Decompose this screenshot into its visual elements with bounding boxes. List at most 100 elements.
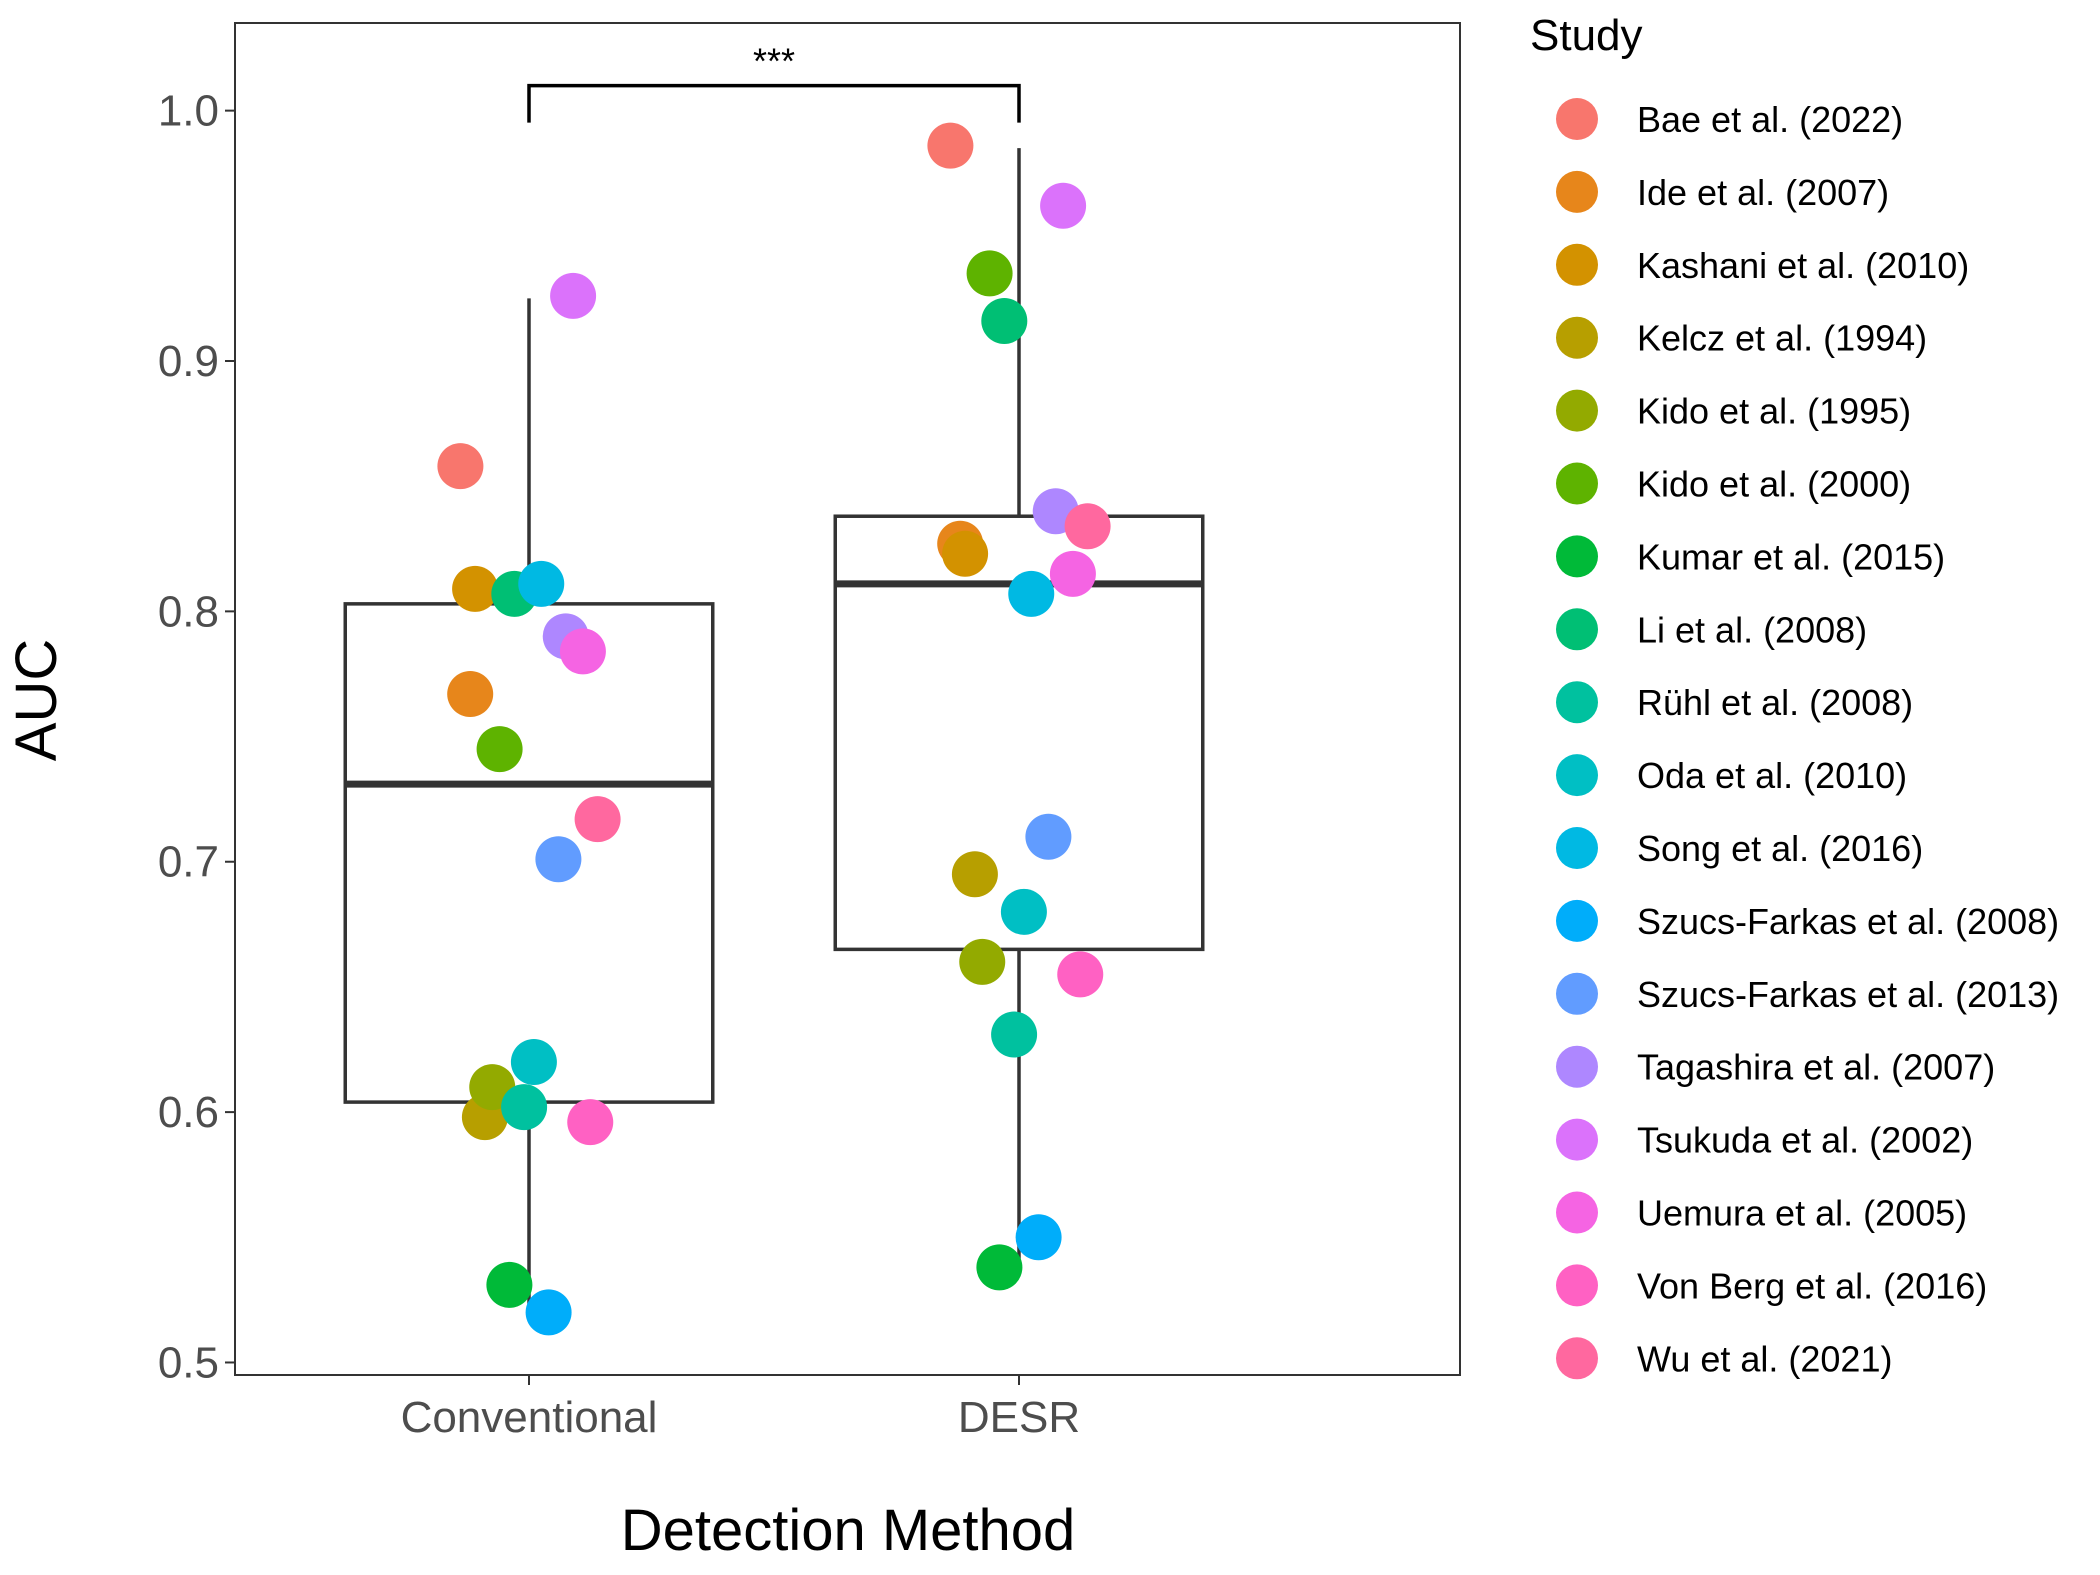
- legend-swatch: [1556, 1337, 1598, 1380]
- legend-label: Bae et al. (2022): [1637, 99, 1903, 140]
- data-point: [525, 1289, 572, 1336]
- data-point: [1008, 570, 1055, 617]
- data-point: [510, 1039, 557, 1086]
- legend-item: Oda et al. (2010): [1556, 754, 1907, 797]
- data-point: [942, 530, 989, 577]
- legend-swatch: [1556, 754, 1598, 797]
- x-tick-label: Conventional: [401, 1393, 658, 1442]
- box-conventional: [343, 298, 715, 1313]
- legend-item: Kelcz et al. (1994): [1556, 316, 1927, 359]
- legend-swatch: [1556, 462, 1598, 505]
- data-point: [1049, 550, 1096, 597]
- legend-swatch: [1556, 243, 1598, 286]
- legend-swatch: [1556, 1118, 1598, 1161]
- legend-item: Rühl et al. (2008): [1556, 681, 1913, 724]
- legend-item: Von Berg et al. (2016): [1556, 1264, 1987, 1307]
- legend-item: Bae et al. (2022): [1556, 98, 1903, 140]
- data-point: [559, 628, 606, 675]
- legend-label: Szucs-Farkas et al. (2013): [1637, 974, 2059, 1015]
- legend-swatch: [1556, 98, 1598, 140]
- legend-swatch: [1556, 681, 1598, 724]
- legend-label: Li et al. (2008): [1637, 609, 1867, 650]
- legend-label: Tsukuda et al. (2002): [1637, 1120, 1973, 1161]
- data-point: [452, 565, 499, 612]
- legend-item: Tagashira et al. (2007): [1556, 1045, 1995, 1088]
- y-tick-label: 0.5: [158, 1338, 219, 1387]
- legend-label: Szucs-Farkas et al. (2008): [1637, 901, 2059, 942]
- legend-item: Kashani et al. (2010): [1556, 243, 1969, 286]
- legend-swatch: [1556, 899, 1598, 942]
- legend-label: Wu et al. (2021): [1637, 1338, 1892, 1379]
- x-axis-title: Detection Method: [621, 1498, 1076, 1563]
- data-point: [437, 443, 484, 490]
- legend-label: Kelcz et al. (1994): [1637, 318, 1927, 359]
- legend-label: Von Berg et al. (2016): [1637, 1265, 1987, 1306]
- data-point: [1064, 503, 1111, 550]
- significance-label: ***: [753, 41, 795, 82]
- legend-swatch: [1556, 1045, 1598, 1088]
- legend-swatch: [1556, 1191, 1598, 1234]
- legend-label: Rühl et al. (2008): [1637, 682, 1913, 723]
- legend-label: Uemura et al. (2005): [1637, 1193, 1967, 1234]
- legend-label: Tagashira et al. (2007): [1637, 1047, 1995, 1088]
- plot-border: [234, 22, 1461, 1376]
- y-tick-label: 0.8: [158, 587, 219, 636]
- legend-label: Kido et al. (1995): [1637, 391, 1911, 432]
- legend-item: Szucs-Farkas et al. (2008): [1556, 899, 2059, 942]
- data-point: [1057, 951, 1104, 998]
- legend-item: Tsukuda et al. (2002): [1556, 1118, 1973, 1161]
- data-point: [501, 1084, 548, 1131]
- data-point: [981, 297, 1028, 344]
- legend-swatch: [1556, 972, 1598, 1015]
- legend-swatch: [1556, 170, 1598, 213]
- data-point: [574, 796, 621, 843]
- legend-item: Ide et al. (2007): [1556, 170, 1889, 213]
- legend-item: Szucs-Farkas et al. (2013): [1556, 972, 2059, 1015]
- data-point: [447, 670, 494, 717]
- legend-label: Kashani et al. (2010): [1637, 245, 1969, 286]
- legend: Study Bae et al. (2022) Ide et al. (2007)…: [1530, 11, 2059, 1380]
- data-point: [976, 1244, 1023, 1291]
- legend-item: Li et al. (2008): [1556, 608, 1867, 651]
- data-point: [518, 560, 565, 607]
- data-point: [476, 726, 523, 773]
- y-tick-label: 1.0: [158, 87, 219, 136]
- y-axis: 0.5 0.6 0.7 0.8 0.9 1.0: [158, 87, 235, 1387]
- legend-label: Oda et al. (2010): [1637, 755, 1907, 796]
- significance-bracket: [527, 83, 1021, 123]
- box-iqr: [343, 602, 715, 1104]
- legend-swatch: [1556, 535, 1598, 578]
- x-axis: Conventional DESR: [401, 1375, 1080, 1442]
- data-point: [535, 836, 582, 883]
- data-point: [486, 1261, 533, 1308]
- data-point: [927, 122, 974, 169]
- legend-item: Kido et al. (1995): [1556, 389, 1911, 432]
- plot-panel: ***: [234, 22, 1461, 1376]
- data-point: [567, 1099, 614, 1146]
- y-tick-label: 0.6: [158, 1088, 219, 1137]
- data-point: [1025, 813, 1072, 860]
- data-point: [966, 250, 1013, 297]
- legend-title: Study: [1530, 11, 1643, 60]
- data-point: [991, 1011, 1038, 1058]
- data-point: [550, 272, 597, 319]
- legend-swatch: [1556, 827, 1598, 869]
- legend-item: Kumar et al. (2015): [1556, 535, 1945, 578]
- y-axis-title: AUC: [4, 639, 69, 761]
- legend-label: Ide et al. (2007): [1637, 172, 1889, 213]
- data-point: [951, 851, 998, 898]
- data-point: [1000, 888, 1047, 935]
- legend-item: Uemura et al. (2005): [1556, 1191, 1967, 1234]
- data-point: [1040, 182, 1087, 229]
- y-tick-label: 0.9: [158, 337, 219, 386]
- legend-label: Kumar et al. (2015): [1637, 536, 1945, 577]
- data-point: [1015, 1214, 1062, 1261]
- legend-label: Kido et al. (2000): [1637, 464, 1911, 505]
- y-tick-label: 0.7: [158, 838, 219, 887]
- x-tick-label: DESR: [958, 1393, 1080, 1442]
- legend-item: Song et al. (2016): [1556, 827, 1923, 869]
- legend-swatch: [1556, 389, 1598, 432]
- legend-swatch: [1556, 1264, 1598, 1307]
- legend-swatch: [1556, 316, 1598, 359]
